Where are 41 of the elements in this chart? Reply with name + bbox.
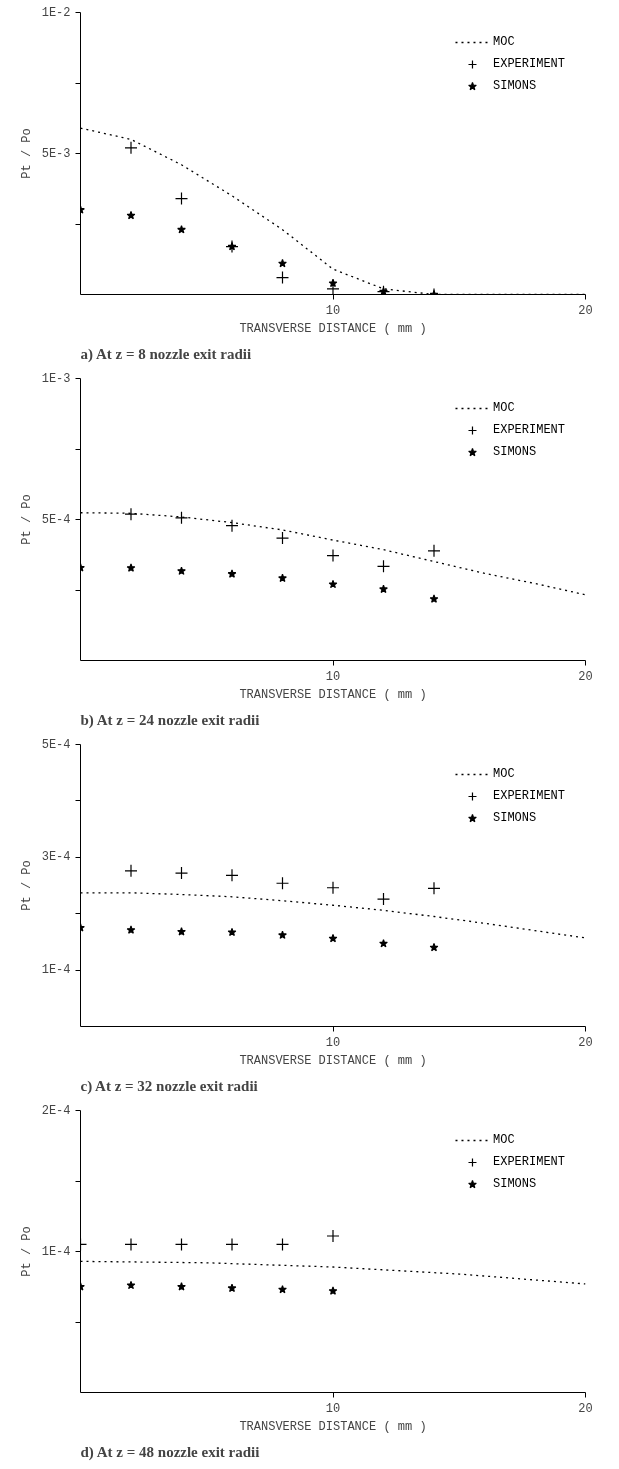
y-axis-title: Pt / Po <box>19 128 34 179</box>
y-tick-label: 5E-3 <box>41 146 71 161</box>
x-tick-label: 10 <box>325 669 341 684</box>
text: d) At z = 48 nozzle exit radii <box>80 1443 260 1461</box>
y-axis-title: Pt / Po <box>19 494 34 545</box>
y-tick-label: 2E-4 <box>41 1103 71 1118</box>
y-tick-label: 1E-3 <box>41 371 71 386</box>
y-tick-label: 3E-4 <box>41 850 71 865</box>
legend-label: EXPERIMENT <box>492 423 565 437</box>
legend-label: MOC <box>492 767 515 781</box>
legend-label: SIMONS <box>492 445 537 459</box>
y-axis-title: Pt / Po <box>19 1226 34 1277</box>
text: c) At z = 32 nozzle exit radii <box>80 1077 258 1095</box>
x-tick-label: 20 <box>578 1401 593 1416</box>
x-tick-label: 20 <box>578 303 593 318</box>
x-tick-label: 10 <box>325 1035 341 1050</box>
x-axis-title: TRANSVERSE DISTANCE ( mm ) <box>239 1053 427 1068</box>
legend-label: SIMONS <box>492 79 537 93</box>
text: b) At z = 24 nozzle exit radii <box>80 711 260 729</box>
x-axis-title: TRANSVERSE DISTANCE ( mm ) <box>239 687 427 702</box>
y-axis-title: Pt / Po <box>19 860 34 911</box>
y-tick-label: 5E-4 <box>41 512 71 527</box>
x-tick-label: 10 <box>325 1401 341 1416</box>
y-tick-label: 1E-4 <box>41 1244 71 1259</box>
legend-label: SIMONS <box>492 1177 537 1191</box>
x-axis-title: TRANSVERSE DISTANCE ( mm ) <box>239 321 427 336</box>
legend-label: MOC <box>492 1133 515 1147</box>
legend-label: EXPERIMENT <box>492 57 565 71</box>
text: a) At z = 8 nozzle exit radii <box>80 345 252 363</box>
x-tick-label: 10 <box>325 303 341 318</box>
x-axis-title: TRANSVERSE DISTANCE ( mm ) <box>239 1419 427 1434</box>
legend-label: MOC <box>492 35 515 49</box>
legend-label: EXPERIMENT <box>492 1155 565 1169</box>
legend-label: SIMONS <box>492 811 537 825</box>
y-tick-label: 1E-2 <box>41 5 71 20</box>
x-tick-label: 20 <box>578 1035 593 1050</box>
y-tick-label: 5E-4 <box>41 737 71 752</box>
x-tick-label: 20 <box>578 669 593 684</box>
legend-label: EXPERIMENT <box>492 789 565 803</box>
legend-label: MOC <box>492 401 515 415</box>
y-tick-label: 1E-4 <box>41 963 71 978</box>
